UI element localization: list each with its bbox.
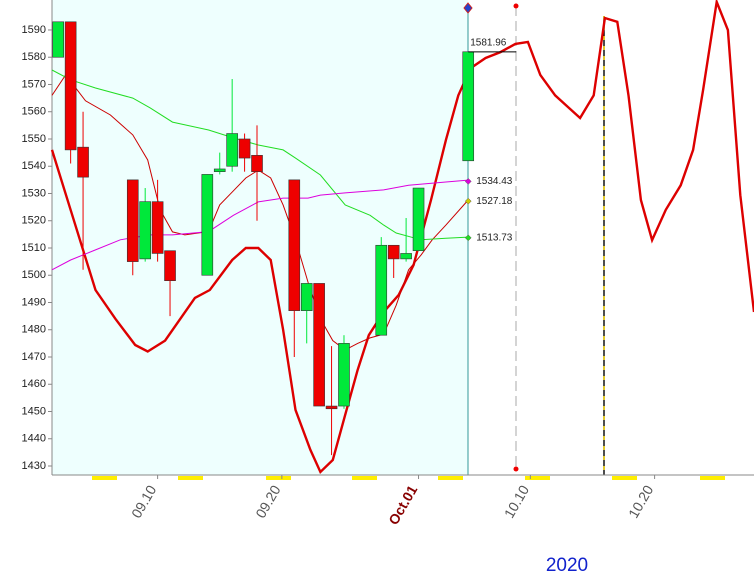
weekend-strip <box>525 476 550 480</box>
candle-body <box>300 283 313 311</box>
candle-body <box>288 179 301 311</box>
y-tick-label: 1450 <box>22 405 46 417</box>
candle-body <box>64 21 77 151</box>
candle-body <box>213 168 226 172</box>
candle-body <box>201 174 214 276</box>
year-label: 2020 <box>546 555 588 576</box>
candle-body <box>251 155 263 172</box>
candle-body <box>139 201 151 260</box>
y-tick-label: 1430 <box>22 460 46 472</box>
candle-body <box>387 244 400 260</box>
price-label: 1513.73 <box>476 232 513 243</box>
y-tick-label: 1440 <box>22 433 46 445</box>
y-tick-label: 1540 <box>22 160 46 172</box>
price-marker <box>464 197 472 205</box>
candle-body <box>226 133 238 167</box>
y-tick-label: 1520 <box>22 215 46 227</box>
candle-body <box>313 283 325 407</box>
candle-body <box>151 201 164 254</box>
candle-body <box>238 138 251 159</box>
weekend-strip <box>178 476 203 480</box>
candle-body <box>325 405 338 410</box>
price-label: 1581.96 <box>470 38 507 49</box>
candle-body <box>375 244 388 336</box>
weekend-strip <box>92 476 117 480</box>
line-series <box>51 179 469 271</box>
y-tick-label: 1560 <box>22 106 46 118</box>
y-tick-label: 1460 <box>22 378 46 390</box>
y-tick-label: 1490 <box>22 296 46 308</box>
line-series <box>51 69 469 241</box>
candle-body <box>462 51 475 162</box>
candle-body <box>338 343 350 407</box>
y-tick-label: 1500 <box>22 269 46 281</box>
divider-dot <box>513 466 519 472</box>
candle-body <box>126 179 139 262</box>
weekend-strip <box>612 476 637 480</box>
weekend-markers <box>92 476 725 480</box>
price-marker <box>464 234 472 242</box>
history-area <box>52 0 468 475</box>
price-label: 1527.18 <box>476 196 513 207</box>
divider-dot <box>513 3 519 9</box>
candle-body <box>77 146 89 178</box>
price-marker <box>464 178 472 185</box>
price-label: 1534.43 <box>476 176 513 187</box>
y-tick-label: 1570 <box>22 78 46 90</box>
weekend-strip <box>352 476 377 480</box>
line-series <box>51 74 469 351</box>
weekend-strip <box>438 476 463 480</box>
last-bar-marker <box>463 2 473 14</box>
y-tick-label: 1470 <box>22 351 46 363</box>
candle-body <box>52 21 65 58</box>
weekend-strip <box>700 476 725 480</box>
y-tick-label: 1550 <box>22 133 46 145</box>
y-tick-label: 1580 <box>22 51 46 63</box>
line-series <box>50 0 754 475</box>
y-tick-label: 1510 <box>22 242 46 254</box>
y-tick-label: 1530 <box>22 187 46 199</box>
y-tick-label: 1590 <box>22 24 46 36</box>
candle-body <box>400 253 412 260</box>
candle-body <box>164 250 176 281</box>
candle-body <box>412 187 425 252</box>
y-tick-label: 1480 <box>22 324 46 336</box>
weekend-strip <box>266 476 291 480</box>
